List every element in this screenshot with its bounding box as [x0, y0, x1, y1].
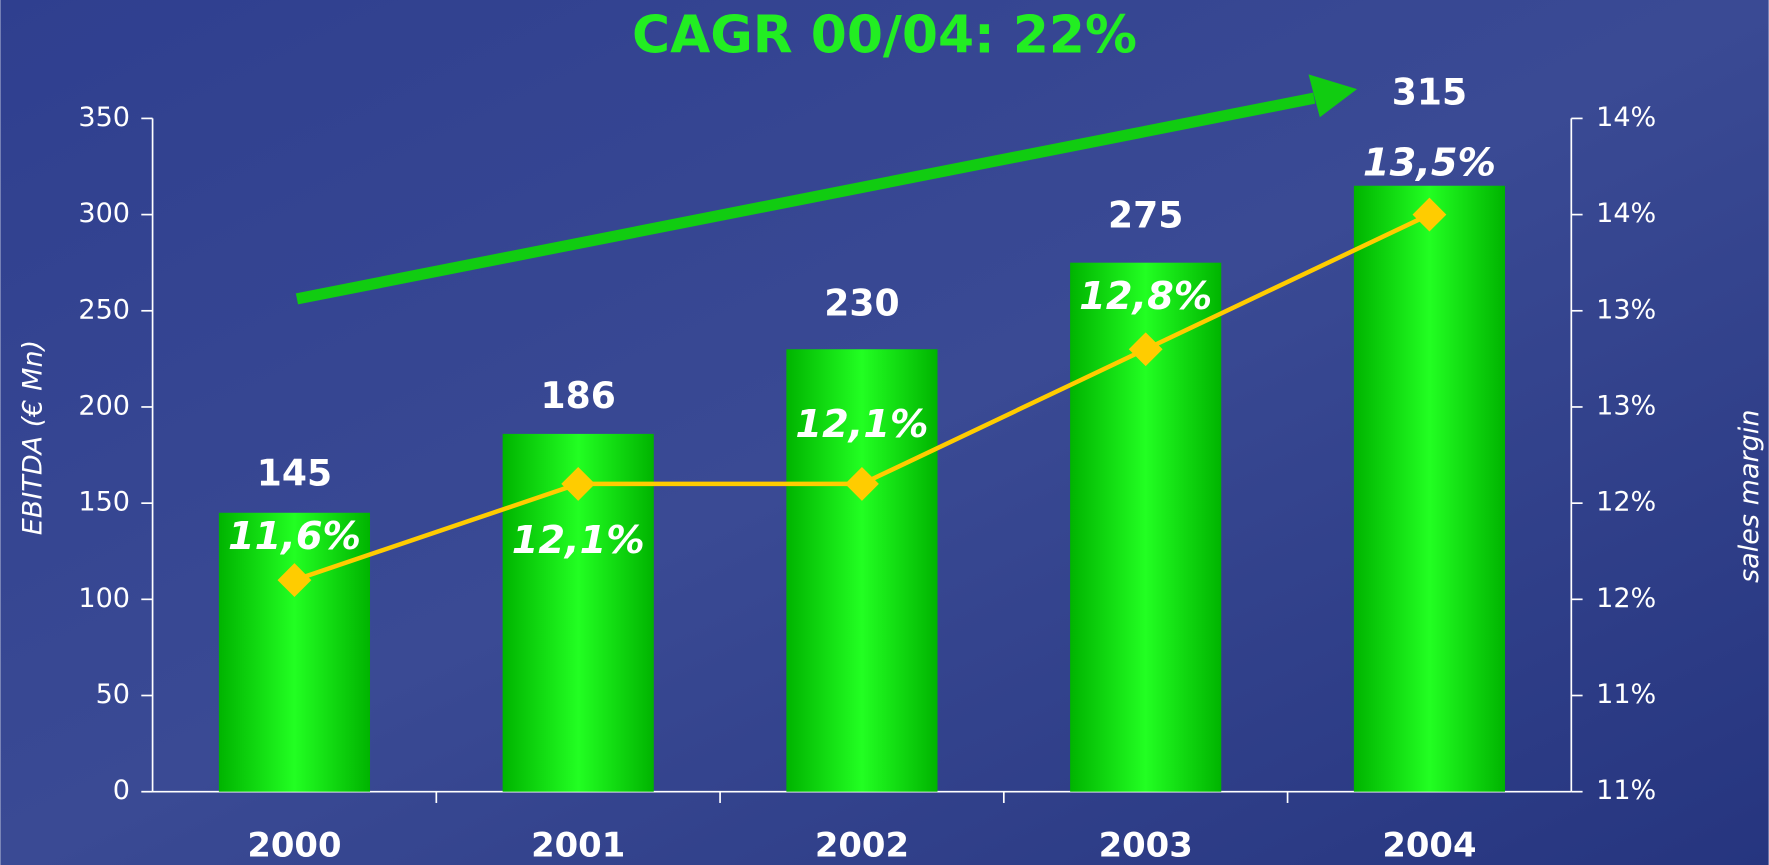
chart-title: CAGR 00/04: 22% — [632, 5, 1137, 65]
bar — [786, 349, 938, 792]
x-tick-label: 2004 — [1382, 825, 1476, 864]
y2-tick-label: 14% — [1596, 198, 1656, 229]
y2-tick-label: 12% — [1596, 583, 1656, 614]
y2-tick-label: 14% — [1596, 102, 1656, 133]
y2-tick-label: 13% — [1596, 390, 1656, 421]
y2-axis-label: sales margin — [1734, 410, 1765, 583]
y-axis-label: EBITDA (€ Mn) — [18, 340, 49, 535]
y-tick-label: 300 — [78, 198, 130, 229]
bar — [1353, 185, 1505, 792]
y-tick-label: 150 — [78, 487, 130, 518]
y-tick-label: 50 — [96, 679, 130, 710]
line-marker — [1412, 197, 1447, 232]
y-tick-label: 0 — [113, 775, 130, 806]
line-marker — [1128, 332, 1163, 367]
trend-arrow — [295, 92, 1316, 305]
line-value-label: 12,1% — [795, 402, 928, 447]
bar-value-label: 230 — [824, 282, 899, 324]
line-marker — [845, 466, 879, 501]
line-value-label: 13,5% — [1363, 140, 1496, 185]
line-value-label: 12,1% — [512, 518, 645, 563]
y2-tick-label: 13% — [1596, 294, 1656, 325]
bar-value-label: 145 — [257, 453, 332, 495]
x-tick-label: 2000 — [247, 825, 341, 864]
x-tick-label: 2002 — [815, 825, 909, 864]
line-value-label: 11,6% — [228, 514, 361, 559]
trend-arrow-head — [1308, 74, 1358, 118]
line-value-label: 12,8% — [1079, 274, 1212, 319]
y2-tick-label: 11% — [1596, 775, 1656, 806]
bar — [218, 512, 371, 792]
x-tick-label: 2003 — [1099, 825, 1193, 864]
y2-tick-label: 11% — [1596, 679, 1656, 710]
bar-value-label: 275 — [1108, 195, 1183, 237]
y-tick-label: 100 — [78, 583, 130, 614]
bar-value-label: 186 — [541, 375, 616, 417]
line-marker — [561, 466, 596, 501]
x-tick-label: 2001 — [531, 825, 625, 864]
bar-value-label: 315 — [1392, 71, 1467, 113]
y2-tick-label: 12% — [1596, 487, 1656, 518]
y-tick-label: 200 — [78, 390, 130, 421]
y-tick-label: 250 — [78, 294, 130, 325]
y-tick-label: 350 — [78, 102, 130, 133]
